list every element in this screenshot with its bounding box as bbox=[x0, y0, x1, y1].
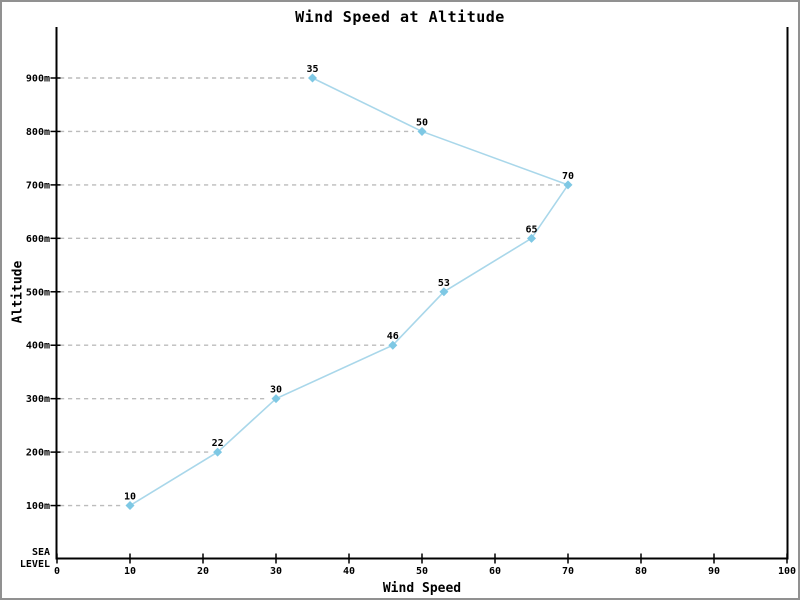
x-tick-label: 0 bbox=[54, 566, 60, 577]
y-tick-label: 700m bbox=[26, 180, 50, 191]
x-tick-label: 10 bbox=[124, 566, 136, 577]
data-point-value-label: 22 bbox=[212, 438, 224, 449]
x-axis-title: Wind Speed bbox=[382, 581, 462, 596]
data-point-value-label: 70 bbox=[562, 171, 574, 182]
x-tick-label: 60 bbox=[489, 566, 501, 577]
y-tick-label: 300m bbox=[26, 394, 50, 405]
x-tick-label: 30 bbox=[270, 566, 282, 577]
data-point-marker bbox=[563, 180, 573, 190]
data-point-value-label: 53 bbox=[438, 278, 450, 289]
data-point-marker bbox=[439, 287, 449, 297]
x-tick-label: 80 bbox=[635, 566, 647, 577]
data-point-value-label: 50 bbox=[416, 117, 428, 128]
y-tick-label: 600m bbox=[26, 234, 50, 245]
y-tick-label: 800m bbox=[26, 127, 50, 138]
y-tick-label: 500m bbox=[26, 287, 50, 298]
data-point-value-label: 46 bbox=[387, 331, 399, 342]
y-tick-label: 100m bbox=[26, 501, 50, 512]
data-point-value-label: 10 bbox=[124, 492, 136, 503]
data-point-marker bbox=[308, 73, 317, 83]
y-tick-label: 200m bbox=[26, 448, 50, 459]
data-point-marker bbox=[213, 447, 223, 457]
x-tick-label: 40 bbox=[343, 566, 355, 577]
data-point-marker bbox=[417, 126, 427, 136]
x-tick-label: 90 bbox=[708, 566, 720, 577]
data-point-value-label: 35 bbox=[306, 64, 318, 75]
sea-level-label: LEVEL bbox=[20, 559, 50, 570]
data-point-marker bbox=[271, 394, 281, 404]
x-tick-label: 100 bbox=[778, 566, 796, 577]
y-tick-label: 400m bbox=[26, 341, 50, 352]
x-tick-label: 20 bbox=[197, 566, 209, 577]
data-point-value-label: 30 bbox=[270, 385, 282, 396]
data-point-marker bbox=[388, 340, 398, 350]
x-tick-label: 50 bbox=[416, 566, 428, 577]
y-tick-label: 900m bbox=[26, 74, 50, 85]
sea-level-label: SEA bbox=[32, 547, 50, 558]
data-point-marker bbox=[527, 233, 536, 243]
data-point-value-label: 65 bbox=[525, 224, 537, 235]
data-point-marker bbox=[125, 501, 135, 511]
x-tick-label: 70 bbox=[562, 566, 574, 577]
chart-title: Wind Speed at Altitude bbox=[295, 8, 505, 26]
